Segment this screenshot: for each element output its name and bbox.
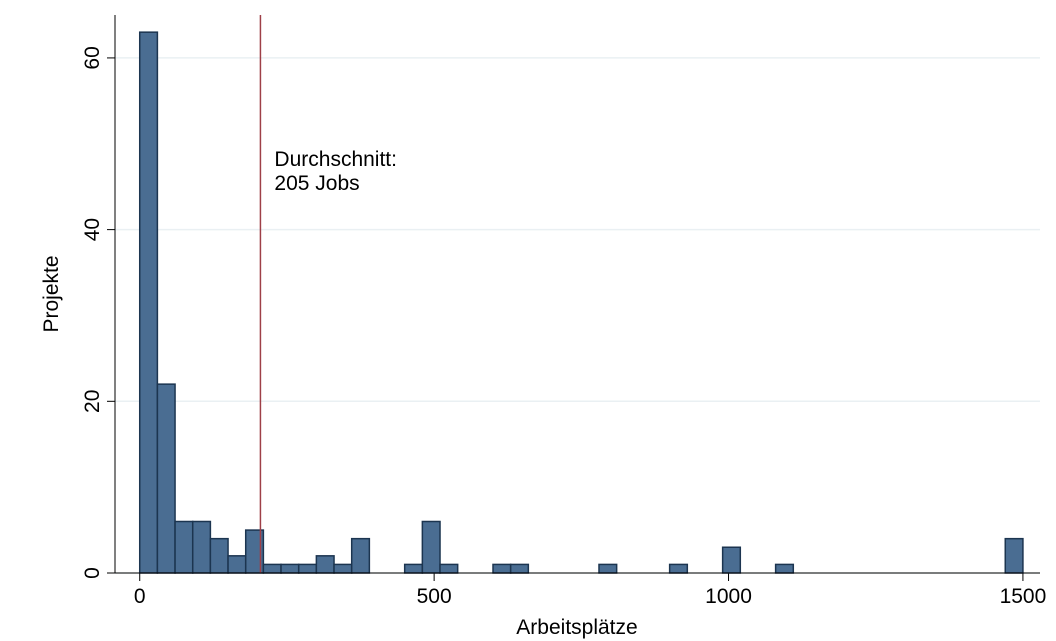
y-tick-label: 20 <box>81 390 104 413</box>
bar <box>421 520 441 574</box>
bar <box>297 563 318 574</box>
bar <box>403 563 424 574</box>
bar <box>315 555 335 574</box>
x-axis-label: Arbeitsplätze <box>516 616 637 639</box>
bar <box>492 563 512 574</box>
bar <box>598 563 618 574</box>
bar <box>668 563 689 574</box>
bar <box>280 563 300 574</box>
annotation: Durchschnitt: <box>274 148 397 171</box>
bar <box>350 537 371 574</box>
y-tick-label: 60 <box>81 46 104 69</box>
bar <box>721 546 742 574</box>
bar <box>1004 537 1024 574</box>
y-tick-label: 0 <box>81 567 104 579</box>
bar <box>774 563 795 574</box>
y-axis-label: Projekte <box>40 255 63 332</box>
bar <box>333 563 353 574</box>
bar <box>209 537 229 574</box>
y-tick-label: 40 <box>81 218 104 241</box>
x-tick-label: 1500 <box>1000 585 1047 608</box>
x-tick-label: 500 <box>417 585 452 608</box>
bar <box>439 563 459 574</box>
bar <box>191 520 212 574</box>
bar <box>227 555 247 574</box>
bar <box>138 31 159 574</box>
bar <box>509 563 530 574</box>
annotation: 205 Jobs <box>274 172 359 195</box>
bar <box>262 563 282 574</box>
bar <box>156 383 176 574</box>
bar <box>174 520 194 574</box>
x-tick-label: 1000 <box>705 585 752 608</box>
x-tick-label: 0 <box>134 585 146 608</box>
